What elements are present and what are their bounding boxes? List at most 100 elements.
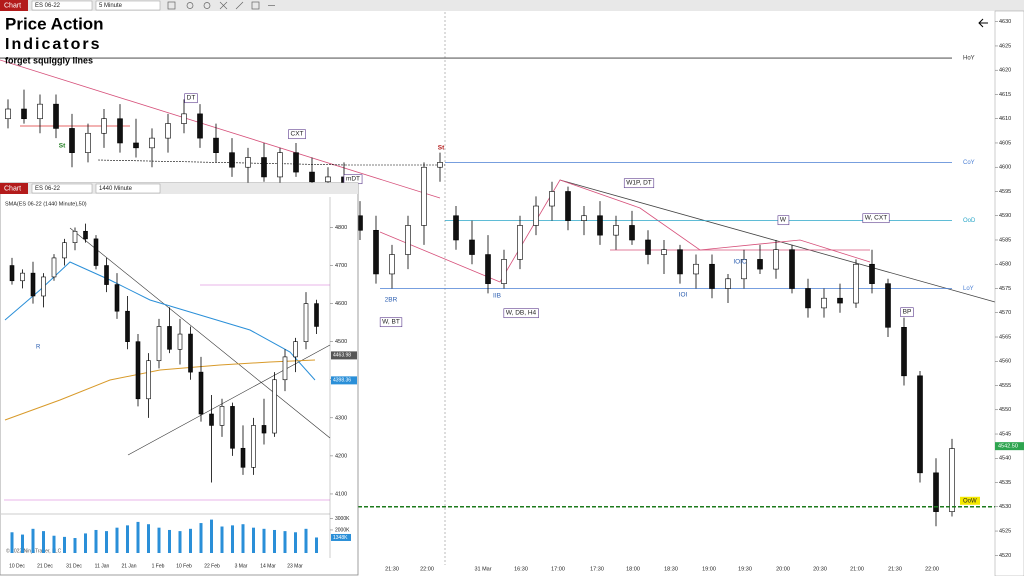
x-tick-label: 10 Dec — [9, 563, 25, 569]
y-tick-label: 4565 — [999, 334, 1011, 340]
candle-body — [661, 249, 667, 255]
candle-body — [72, 230, 78, 243]
level-label: OoW — [963, 498, 977, 504]
candle-body — [104, 265, 109, 285]
candle-body — [213, 137, 219, 153]
candle-body — [293, 152, 299, 173]
chart-tab[interactable] — [0, 183, 28, 194]
volume-bar — [157, 527, 161, 553]
candle-body — [597, 215, 603, 236]
tool-icon[interactable] — [186, 2, 194, 9]
x-tick-label: 19:00 — [702, 566, 716, 572]
toolbar-bg — [0, 0, 1024, 11]
candle-body — [209, 413, 214, 426]
candle-body — [485, 254, 491, 284]
volume-bar — [84, 533, 87, 553]
y-tick-label: 4500 — [335, 339, 347, 345]
interval-select[interactable] — [95, 183, 161, 194]
y-tick-label: 4560 — [999, 359, 1011, 365]
candle-body — [53, 103, 59, 129]
swing-line — [379, 179, 871, 283]
candle-body — [245, 157, 251, 168]
annotation: IOIC — [733, 259, 747, 266]
y-tick-label: 4585 — [999, 237, 1011, 243]
tool-icon[interactable] — [203, 2, 211, 9]
y-tick-label: 4530 — [999, 504, 1011, 510]
candle-body — [5, 108, 11, 120]
toolbar: Chart ES 06-22 5 Minute — [0, 0, 1024, 28]
candle-body — [146, 360, 151, 400]
y-tick-label: 4540 — [999, 456, 1011, 462]
volume-bar — [52, 535, 56, 553]
chart-tab-label: Chart — [4, 185, 21, 192]
candle-body — [251, 425, 256, 468]
tool-icon[interactable] — [251, 1, 260, 10]
trend-line — [69, 227, 331, 439]
candle-body — [314, 303, 319, 327]
chart-tab[interactable] — [0, 0, 28, 11]
trend-line — [559, 179, 996, 303]
candle-body — [613, 225, 619, 236]
instrument-label: ES 06-22 — [35, 186, 61, 192]
volume-bar — [147, 524, 150, 553]
candle-body — [51, 257, 57, 278]
x-tick-label: 18:00 — [626, 566, 640, 572]
annotation-box — [379, 317, 403, 328]
annotation: CXT — [291, 131, 304, 138]
annotation: IOI — [679, 292, 688, 299]
volume-bar — [105, 531, 108, 553]
candle-body — [125, 310, 130, 342]
candle-body — [9, 265, 15, 282]
level-label: OoD — [963, 218, 976, 224]
instrument-select[interactable] — [31, 183, 93, 194]
volume-bar — [252, 527, 255, 553]
instrument-select[interactable] — [31, 0, 93, 11]
annotation: BP — [903, 309, 912, 316]
y-tick-label: 4555 — [999, 383, 1011, 389]
annotation: 2BR — [385, 297, 398, 304]
volume-bar — [178, 531, 182, 553]
volume-bar — [283, 531, 287, 553]
volume-bar — [31, 528, 35, 553]
x-tick-label: 14 Mar — [260, 563, 276, 569]
annotation-box — [288, 129, 306, 140]
candle-body — [629, 225, 635, 241]
candle-body — [167, 326, 172, 350]
candle-body — [549, 191, 555, 207]
candle-body — [853, 263, 859, 304]
inset-toolbar — [0, 183, 358, 194]
candle-body — [69, 128, 75, 153]
last-price-label: 4542.50 — [998, 444, 1018, 450]
annotation: mDT — [346, 176, 360, 183]
annotation-box — [623, 178, 655, 189]
sma-line — [4, 359, 316, 421]
volume-bar — [304, 528, 308, 553]
y-tick-label: 4595 — [999, 189, 1011, 195]
candle-body — [188, 333, 193, 373]
x-tick-label: 22:00 — [925, 566, 939, 572]
tool-icon[interactable] — [235, 1, 244, 10]
annotation: W, CXT — [865, 215, 887, 222]
candle-body — [282, 356, 288, 381]
tool-icon[interactable] — [167, 1, 176, 10]
volume-bar — [294, 532, 297, 553]
y-tick-label: 4525 — [999, 528, 1011, 534]
back-arrow[interactable] — [978, 18, 988, 28]
y-tick-label: 4615 — [999, 92, 1011, 98]
x-tick-label: 31 Mar — [474, 566, 491, 572]
candle-body — [693, 263, 699, 275]
level-label: LoY — [963, 286, 974, 292]
volume-bar — [241, 524, 245, 553]
x-tick-label: 1 Feb — [152, 563, 165, 569]
candle-body — [117, 118, 123, 144]
candle-body — [501, 259, 507, 284]
candle-body — [581, 215, 587, 221]
candle-body — [805, 288, 811, 309]
candle-body — [37, 103, 43, 120]
annotation: W1P, DT — [626, 180, 652, 187]
chart-tab-label: Chart — [4, 2, 21, 9]
y-tick-label: 4610 — [999, 116, 1011, 122]
tool-icon[interactable] — [219, 1, 228, 10]
interval-select[interactable] — [95, 0, 161, 11]
volume-bar — [210, 519, 213, 553]
